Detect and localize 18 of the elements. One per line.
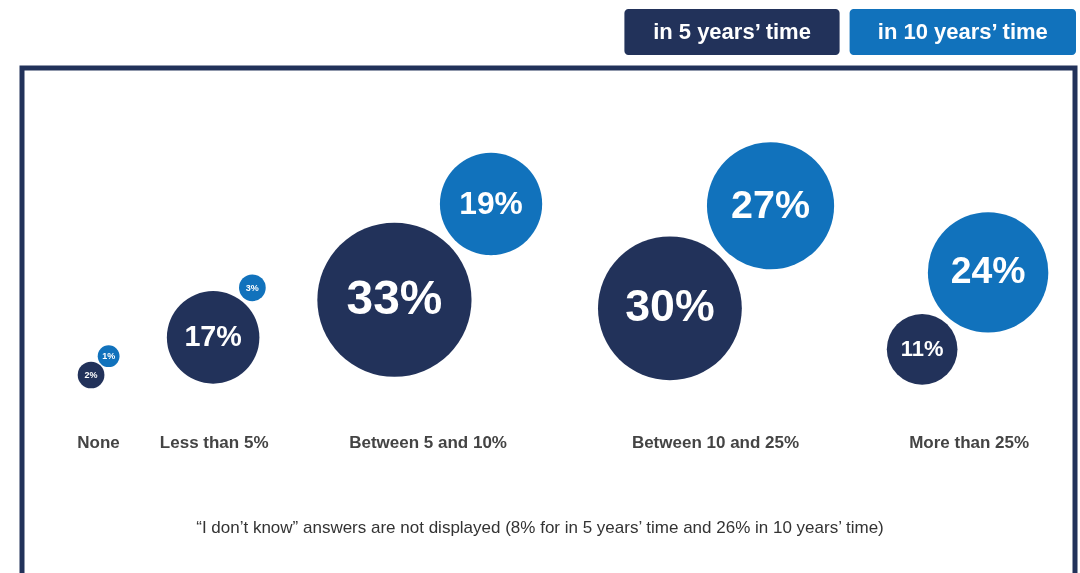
annotation: 19%	[459, 185, 523, 221]
text: in 5 years’ time	[653, 19, 811, 44]
annotation: 11%	[900, 336, 944, 362]
annotation: 1%	[102, 351, 116, 362]
text: in 10 years’ time	[877, 19, 1048, 44]
annotation: 33%	[346, 270, 443, 324]
annotation: 30%	[625, 281, 715, 331]
annotation: 24%	[950, 249, 1026, 292]
x-tick-label: None	[77, 433, 120, 452]
annotation: 2%	[84, 370, 98, 380]
text: “I don’t know” answers are not displayed (8% for in 5 years’ time and 26% in 10 years’ time)	[196, 518, 884, 537]
x-tick-label: Between 5 and 10%	[349, 433, 507, 452]
x-tick-label: Less than 5%	[159, 433, 269, 452]
x-tick-label: Between 10 and 25%	[631, 433, 800, 452]
annotation: 17%	[184, 320, 242, 353]
annotation: 3%	[245, 282, 259, 293]
annotation: 27%	[731, 181, 810, 226]
x-tick-label: More than 25%	[909, 433, 1030, 452]
